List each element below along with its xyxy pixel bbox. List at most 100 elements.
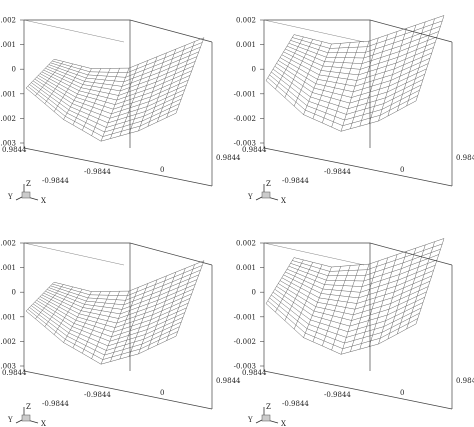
x-tick-label: 0.9844 bbox=[216, 154, 241, 162]
mesh-line-y bbox=[312, 266, 342, 342]
mesh-line-y bbox=[157, 45, 186, 123]
surface-mesh bbox=[265, 238, 445, 355]
cube-top-edge bbox=[264, 19, 453, 43]
mesh-line-x bbox=[292, 243, 443, 272]
z-tick-label: -0.003 bbox=[234, 363, 256, 371]
cube-bottom-edge bbox=[263, 147, 453, 187]
mesh-line-y bbox=[53, 66, 83, 112]
mesh-line-y bbox=[25, 59, 55, 89]
z-tick-label: 0 bbox=[252, 289, 256, 297]
mesh-line-y bbox=[397, 244, 426, 335]
mesh-line-y bbox=[44, 286, 73, 327]
mesh-line-y bbox=[175, 37, 205, 114]
z-tick-label: -0.002 bbox=[234, 338, 256, 346]
triad-z-label: Z bbox=[26, 403, 31, 411]
triad-x-label: X bbox=[281, 197, 286, 205]
mesh-line-y bbox=[322, 42, 351, 123]
cube-bottom-edge bbox=[23, 147, 213, 187]
mesh-line-y bbox=[147, 272, 177, 350]
y-tick-label: -0.9844 bbox=[282, 177, 309, 185]
mesh-line-y bbox=[368, 31, 398, 124]
mesh-line-y bbox=[368, 254, 398, 347]
z-tick-label: 0.001 bbox=[0, 41, 16, 49]
mesh-line-y bbox=[157, 268, 186, 346]
mesh-line-x bbox=[267, 300, 418, 349]
mesh-line-y bbox=[406, 241, 435, 329]
mesh-line-y bbox=[284, 39, 314, 98]
triad-box bbox=[21, 414, 31, 422]
mesh-line-y bbox=[303, 266, 332, 338]
axis-triad-icon: Z Y X bbox=[247, 180, 286, 205]
mesh-line-y bbox=[359, 257, 389, 350]
surface-mesh bbox=[265, 15, 445, 132]
x-tick-label: 0 bbox=[400, 389, 404, 397]
z-tick-label: -0.001 bbox=[0, 313, 16, 321]
mesh-line-y bbox=[138, 275, 167, 354]
x-tick-label: 0 bbox=[400, 166, 404, 174]
mesh-line-y bbox=[110, 287, 139, 362]
axis-triad-icon: Z Y X bbox=[247, 403, 286, 427]
x-tick-label: 0.9844 bbox=[216, 377, 241, 385]
mesh-line-y bbox=[128, 279, 158, 357]
surface-panel-3: 0.0020.0010-0.001-0.002-0.0030.9844-0.98… bbox=[0, 240, 241, 427]
mesh-line-y bbox=[350, 37, 379, 129]
mesh-line-x bbox=[286, 36, 438, 64]
mesh-line-x bbox=[45, 61, 196, 92]
cube-bottom-edge bbox=[263, 370, 453, 410]
mesh-line-y bbox=[128, 56, 158, 134]
mesh-line-y bbox=[340, 41, 370, 132]
triad-box bbox=[261, 414, 271, 422]
x-tick-label: 0 bbox=[160, 166, 164, 174]
x-tick-label: -0.9844 bbox=[324, 391, 351, 399]
mesh-line-y bbox=[284, 262, 314, 321]
mesh-line-x bbox=[283, 47, 434, 76]
mesh-line-y bbox=[293, 264, 323, 330]
surface-panel-4: 0.0020.0010-0.001-0.002-0.0030.9844-0.98… bbox=[234, 238, 474, 427]
mesh-line-y bbox=[119, 60, 149, 137]
mesh-line-y bbox=[63, 291, 92, 343]
triad-z-label: Z bbox=[26, 180, 31, 188]
z-tick-label: -0.003 bbox=[234, 140, 256, 148]
x-tick-label: 0.9844 bbox=[456, 377, 474, 385]
surface-panel-1: 0.0020.0010-0.001-0.002-0.0030.9844-0.98… bbox=[0, 17, 241, 206]
mesh-line-y bbox=[303, 43, 332, 115]
y-tick-label: -0.9844 bbox=[42, 400, 69, 408]
z-tick-label: 0.001 bbox=[236, 264, 256, 272]
mesh-line-x bbox=[267, 77, 418, 126]
x-tick-label: -0.9844 bbox=[84, 391, 111, 399]
mesh-line-y bbox=[44, 63, 73, 104]
mesh-line-y bbox=[378, 28, 407, 122]
mesh-line-y bbox=[265, 257, 295, 304]
mesh-line-x bbox=[53, 37, 205, 69]
z-tick-label: -0.002 bbox=[0, 115, 16, 123]
mesh-line-y bbox=[100, 68, 130, 142]
mesh-line-x bbox=[27, 86, 178, 137]
mesh-line-x bbox=[279, 57, 431, 87]
mesh-line-y bbox=[406, 18, 435, 106]
mesh-line-y bbox=[91, 68, 120, 136]
x-tick-label: 0.9844 bbox=[456, 154, 474, 162]
y-tick-label: 0.9844 bbox=[2, 369, 27, 377]
y-tick-label: -0.9844 bbox=[282, 400, 309, 408]
y-tick-label: 0.9844 bbox=[242, 369, 267, 377]
z-tick-label: 0.001 bbox=[236, 41, 256, 49]
z-tick-label: -0.003 bbox=[0, 140, 16, 148]
mesh-line-y bbox=[119, 283, 149, 360]
z-tick-label: -0.002 bbox=[0, 338, 16, 346]
mesh-line-y bbox=[110, 64, 139, 139]
z-tick-label: 0 bbox=[12, 289, 16, 297]
surface-panel-2: 0.0020.0010-0.001-0.002-0.0030.9844-0.98… bbox=[234, 15, 474, 205]
cube-top-diag bbox=[263, 242, 365, 266]
z-tick-label: 0 bbox=[12, 66, 16, 74]
triad-y-label: Y bbox=[7, 416, 13, 424]
mesh-line-x bbox=[29, 84, 180, 133]
mesh-line-x bbox=[269, 297, 420, 344]
mesh-line-x bbox=[46, 56, 198, 87]
z-tick-label: -0.003 bbox=[0, 363, 16, 371]
mesh-line-y bbox=[322, 265, 351, 346]
mesh-line-y bbox=[72, 291, 102, 348]
mesh-line-x bbox=[265, 303, 417, 355]
mesh-line-y bbox=[138, 52, 167, 131]
x-tick-label: -0.9844 bbox=[84, 168, 111, 176]
